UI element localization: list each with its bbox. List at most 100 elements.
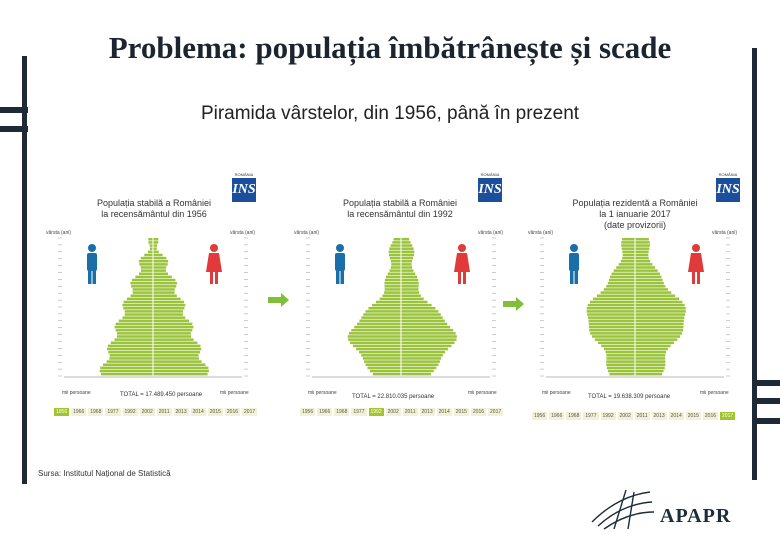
pyramid-bar-male [352,344,401,348]
year-chip: 2013 [651,412,667,420]
pyramid-bar-female [635,319,684,323]
pyramid-bar-male [384,281,401,285]
pyramid-bar-female [635,325,684,329]
pyramid-bar-male [101,372,153,376]
pyramid-bar-male [114,325,153,329]
pyramid-bar-male [122,316,153,319]
pyramid-bar-female [635,266,656,269]
total-population: TOTAL = 22.810.035 persoane [352,394,435,400]
unit-right-label: mii persoane [220,390,249,396]
pyramid-bar-male [139,263,153,266]
year-chip: 1992 [122,408,138,416]
pyramid-bar-female [401,357,442,360]
pyramid-bar-female [153,303,186,307]
year-chip: 2017 [720,412,736,420]
pyramid-bar-female [401,338,457,341]
pyramid-bar-male [622,238,635,241]
pyramid-bar-female [635,344,671,348]
pyramid-bar-female [153,363,206,366]
pyramid-bar-male [367,366,401,370]
pyramid-bar-male [365,310,401,313]
pyramid-bar-female [401,272,416,276]
pyramid-bar-male [606,360,635,363]
pyramid-bar-male [603,347,635,351]
pyramid-bar-male [148,238,153,241]
pyramid-bar-female [635,350,667,354]
pyramid-bar-male [375,300,401,304]
pyramid-bar-female [401,354,443,357]
pyramid-bar-male [609,372,635,376]
transition-arrow-1 [268,293,289,307]
pyramid-bar-male [588,325,635,329]
pyramid-bar-female [401,319,445,323]
pyramid-bar-male [587,303,635,307]
pyramid-bar-female [401,259,413,263]
pyramid-bar-male [114,338,153,341]
year-chip: 2015 [685,412,701,420]
pyramid-bar-male [99,369,153,373]
pyramid-bar-male [606,354,635,357]
pyramid-bar-male [384,291,401,294]
year-chip: 2015 [207,408,223,416]
pyramid-bar-male [607,281,635,285]
left-accent-tick-2 [0,126,28,132]
year-chip: 1992 [600,412,616,420]
year-strip: 1956 1966 1968 1977 1992 2002 2011 2013 2014 2015… [54,408,258,416]
pyramid-bar-female [153,291,175,294]
apapr-logo-text: APAPR [660,505,732,527]
pyramid-bar-female [401,250,415,254]
unit-left-label: mii persoane [62,390,91,396]
pyramid-bar-female [401,341,455,345]
female-figure-icon [454,244,470,284]
pyramid-bar-male [621,247,635,250]
pyramid-bar-female [401,328,454,332]
axis-left-label: vârsta (ani) [294,230,320,236]
year-strip: 1956 1966 1968 1977 1992 2002 2011 2013 2014 2015… [300,408,504,416]
year-chip: 2014 [668,412,684,420]
pyramid-bar-male [100,366,153,370]
pyramid-bar-female [401,310,439,313]
pyramid-bar-male [354,325,401,329]
pyramid-bar-female [635,316,685,319]
right-accent-tick-1 [756,380,780,386]
pyramid-bar-female [635,238,649,241]
pyramid-bar-female [153,300,185,304]
year-chip: 1966 [317,408,333,416]
pyramid-bar-female [635,369,664,373]
pyramid-bar-male [149,244,153,247]
pyramid-bar-male [107,347,153,351]
pyramid-bar-female [153,360,202,363]
pyramid-bar-female [153,275,172,279]
pyramid-bar-female [153,253,163,257]
year-chip: 1968 [88,408,104,416]
pyramid-bar-female [401,366,437,370]
pyramid-bar-female [153,263,168,266]
pyramid-bar-male [622,253,635,257]
pyramid-bar-male [587,313,635,316]
pyramid-bar-female [153,269,166,272]
female-figure-icon [688,244,704,284]
pyramid-bar-male [596,294,635,297]
pyramid-bar-female [635,256,649,260]
pyramid-bar-male [393,238,401,241]
pyramid-bar-female [635,357,666,360]
pyramid-bar-male [606,357,635,360]
pyramid-bar-male [605,350,635,354]
pyramid-bar-male [124,310,153,313]
pyramid-bar-male [118,319,153,323]
pyramid-bar-male [139,272,153,276]
pyramid-bar-female [635,335,681,338]
pyramid-bar-male [600,291,635,294]
pyramid-bar-male [135,275,153,279]
pyramid-bar-male [606,366,635,370]
pyramid-bar-female [401,244,413,247]
year-chip: 2013 [419,408,435,416]
pyramid-chart [58,237,248,378]
year-chip: 1977 [105,408,121,416]
pyramid-bar-female [401,372,431,376]
pyramid-bar-male [387,272,401,276]
pyramid-bar-female [401,253,415,257]
pyramid-bar-female [635,360,666,363]
pyramid-bar-male [598,341,635,345]
ins-logo: ROMÂNIA INS [716,172,740,204]
